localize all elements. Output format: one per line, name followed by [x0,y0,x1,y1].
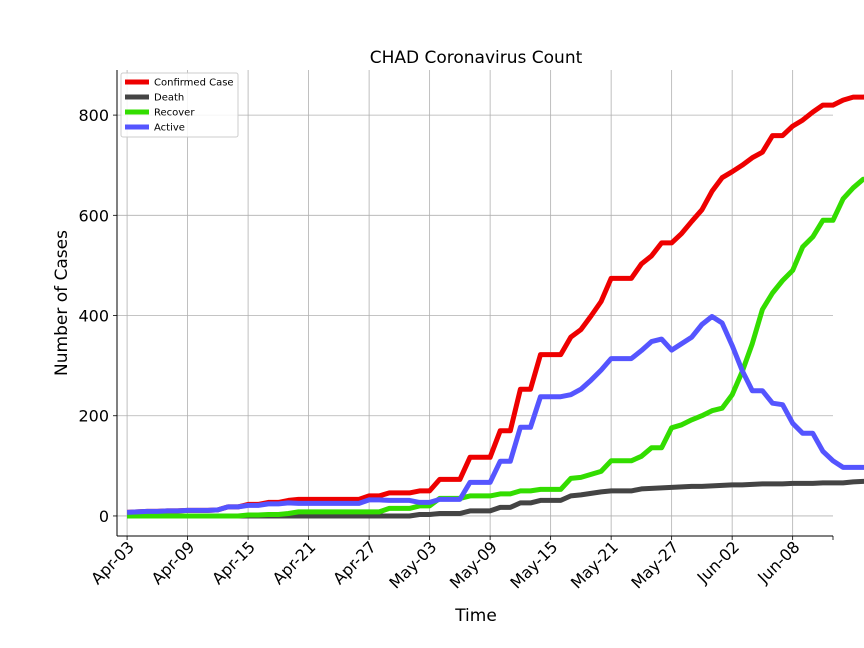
x-tick-label: May-15 [506,537,561,592]
x-axis-ticks: Apr-03 Apr-09 Apr-15 Apr-21 Apr-27 May-03 May-… [87,536,834,593]
y-tick-label: 800 [78,106,109,125]
legend: Confirmed Case Death Recover Active [120,72,239,138]
y-tick-label: 0 [99,507,109,526]
legend-label-confirmed-case: Confirmed Case [154,78,234,89]
series-line-death [127,478,864,519]
x-tick-label: May-03 [385,537,440,592]
x-tick-label: Apr-15 [208,537,259,588]
series-line-confirmed-case [126,94,864,515]
y-tick-label: 600 [78,206,109,225]
chart-title: CHAD Coronavirus Count [370,48,583,68]
y-tick-label: 200 [78,407,109,426]
x-tick-label: Apr-09 [148,537,199,588]
legend-label-active: Active [154,123,185,134]
x-tick-label: Jun-08 [753,537,803,587]
series-lines [126,94,864,519]
y-axis-title: Number of Cases [52,230,72,376]
x-axis-title: Time [454,606,497,626]
x-tick-label: Apr-03 [87,537,138,588]
y-tick-label: 400 [78,307,109,326]
y-axis-ticks: 0 200 400 600 800 [78,106,117,526]
x-tick-label: May-27 [627,537,682,592]
legend-label-death: Death [154,93,184,104]
x-tick-label: Jun-02 [693,537,743,587]
series-line-active [126,314,864,515]
axes-spines [116,70,833,537]
legend-box [120,72,239,138]
grid-lines [117,70,833,536]
x-tick-label: Apr-27 [329,537,380,588]
x-tick-label: May-09 [446,537,501,592]
x-tick-label: Apr-21 [269,537,320,588]
x-tick-label: May-21 [567,537,622,592]
legend-label-recover: Recover [154,108,195,119]
series-line-recover [127,176,864,519]
